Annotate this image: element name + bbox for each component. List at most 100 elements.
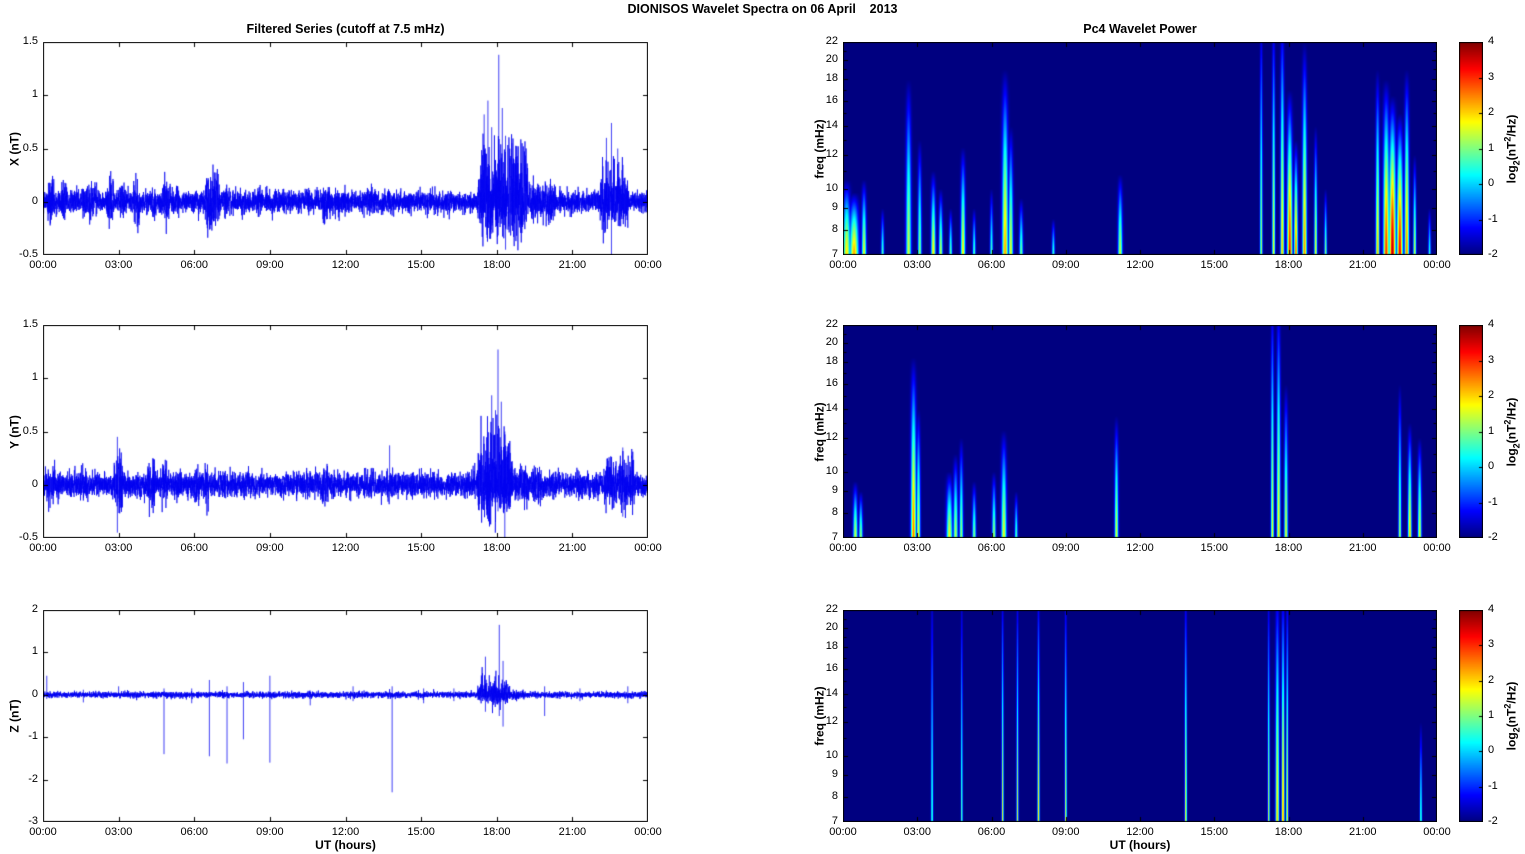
x-wavelet-power-colorbar-tick-label: 1 [1488, 141, 1495, 154]
x-filtered-series-xtick-label: 09:00 [256, 259, 284, 271]
z-wavelet-power-ytick-label: 18 [825, 640, 838, 653]
y-wavelet-power-ytick-label: 10 [825, 464, 838, 477]
x-wavelet-power-spectrogram-canvas [843, 42, 1437, 255]
y-wavelet-power-colorbar-tick-label: 3 [1488, 353, 1495, 366]
y-wavelet-power-ytick-label: 12 [825, 430, 838, 443]
y-wavelet-power-colorbar-tick-label: -1 [1488, 495, 1498, 508]
y-wavelet-power-xtick-label: 18:00 [1274, 542, 1303, 554]
x-wavelet-power-colorbar-tick-label: 2 [1488, 106, 1495, 118]
y-wavelet-power-spectrogram-canvas [843, 325, 1437, 538]
y-wavelet-power-xtick-label: 21:00 [1348, 542, 1377, 554]
x-filtered-series-ytick-label: -0.5 [19, 248, 38, 260]
x-wavelet-power-colorbar-tick-label: 4 [1488, 35, 1495, 47]
y-wavelet-power-xtick-label: 06:00 [977, 542, 1006, 554]
y-filtered-series-xtick-label: 09:00 [256, 542, 284, 554]
x-wavelet-power-ytick-label: 10 [825, 181, 838, 194]
x-filtered-series-xtick-label: 00:00 [634, 259, 662, 271]
z-wavelet-power-xtick-label: 06:00 [977, 826, 1006, 838]
x-wavelet-power-xtick-label: 12:00 [1126, 259, 1154, 271]
z-filtered-series-ytick-label: -2 [28, 772, 38, 785]
z-wavelet-power-spectrogram-canvas [843, 610, 1437, 822]
y-filtered-series-ytick-label: 0 [31, 477, 38, 490]
y-filtered-series-xtick-label: 03:00 [104, 542, 133, 554]
y-wavelet-power-ytick-label: 14 [825, 402, 838, 415]
x-filtered-series-xtick-label: 06:00 [180, 259, 209, 271]
z-wavelet-power-xtick-label: 03:00 [903, 826, 932, 838]
x-wavelet-power-xtick-label: 03:00 [903, 259, 932, 271]
y-filtered-series-xtick-label: 15:00 [407, 542, 435, 554]
x-wavelet-power-ytick-label: 8 [831, 223, 838, 236]
z-axis-ylabel: Z (nT) [7, 699, 21, 733]
y-filtered-series-ytick-label: 0.5 [22, 424, 38, 437]
x-wavelet-power-ytick-label: 22 [825, 35, 838, 47]
z-wavelet-power-xtick-label: 15:00 [1200, 826, 1229, 838]
x-wavelet-power-ytick-label: 9 [831, 201, 838, 214]
x-wavelet-power-ytick-label: 7 [831, 248, 838, 260]
x-wavelet-power-ytick-label: 16 [825, 94, 838, 107]
x-wavelet-power-xtick-label: 00:00 [829, 259, 857, 271]
y-filtered-series-plot-canvas [43, 325, 648, 538]
z-wavelet-power-xtick-label: 00:00 [1423, 826, 1451, 838]
z-wavelet-power-colorbar-tick-label: 2 [1488, 673, 1495, 686]
z-wavelet-power-colorbar-tick-label: -2 [1488, 815, 1498, 827]
z-filtered-series-xtick-label: 03:00 [104, 826, 133, 838]
z-filtered-series-ytick-label: 1 [31, 645, 38, 658]
wavelet-power-title: Pc4 Wavelet Power [1083, 22, 1197, 36]
x-wavelet-power-xtick-label: 00:00 [1423, 259, 1451, 271]
z-filtered-series-xtick-label: 18:00 [482, 826, 511, 838]
x-filtered-series-xtick-label: 03:00 [104, 259, 133, 271]
y-wavelet-power-xtick-label: 00:00 [1423, 542, 1451, 554]
x-filtered-series-ytick-label: 0 [31, 194, 38, 207]
y-filtered-series-ytick-label: -0.5 [19, 531, 38, 543]
z-wavelet-power-colorbar [1459, 610, 1483, 822]
y-filtered-series-xtick-label: 00:00 [634, 542, 662, 554]
y-filtered-series-xtick-label: 06:00 [180, 542, 209, 554]
z-filtered-series-ytick-label: -1 [28, 730, 38, 743]
z-wavelet-power-colorbar-tick-label: -1 [1488, 779, 1498, 792]
y-wavelet-power-colorbar-tick-label: 0 [1488, 460, 1495, 472]
z-filtered-series-xtick-label: 12:00 [331, 826, 360, 838]
x-filtered-series-ytick-label: 0.5 [22, 141, 38, 154]
x-filtered-series-xtick-label: 18:00 [482, 259, 511, 271]
y-filtered-series-xtick-label: 00:00 [29, 542, 57, 554]
z-wavelet-power-ytick-label: 22 [825, 603, 838, 615]
x-filtered-series-ytick-label: 1 [31, 88, 38, 101]
x-wavelet-power-colorbar-tick-label: 0 [1488, 177, 1495, 189]
y-wavelet-power-ytick-label: 7 [831, 531, 838, 543]
x-wavelet-power-xtick-label: 21:00 [1348, 259, 1377, 271]
x-filtered-series-xtick-label: 15:00 [407, 259, 435, 271]
y-wavelet-power-xtick-label: 03:00 [903, 542, 932, 554]
x-wavelet-power-xtick-label: 06:00 [977, 259, 1006, 271]
x-wavelet-power-ytick-label: 12 [825, 147, 838, 160]
ut-hours-label-right: UT (hours) [1109, 838, 1171, 852]
filtered-series-title: Filtered Series (cutoff at 7.5 mHz) [246, 22, 445, 36]
x-wavelet-power-ytick-label: 20 [825, 52, 838, 65]
y-wavelet-power-ytick-label: 22 [825, 318, 838, 330]
z-wavelet-power-xtick-label: 21:00 [1348, 826, 1377, 838]
y-wavelet-power-ytick-label: 18 [825, 355, 838, 368]
x-wavelet-power-colorbar-tick-label: 3 [1488, 70, 1495, 83]
z-wavelet-power-ytick-label: 8 [831, 790, 838, 803]
z-wavelet-power-colorbar-tick-label: 1 [1488, 709, 1495, 721]
z-wavelet-power-xtick-label: 18:00 [1274, 826, 1303, 838]
z-filtered-series-xtick-label: 00:00 [634, 826, 662, 838]
y-filtered-series-xtick-label: 18:00 [482, 542, 511, 554]
z-filtered-series-xtick-label: 09:00 [256, 826, 284, 838]
y-wavelet-power-xtick-label: 12:00 [1126, 542, 1154, 554]
z-wavelet-power-colorbar-tick-label: 4 [1488, 603, 1495, 615]
z-wavelet-power-xtick-label: 00:00 [829, 826, 857, 838]
y-filtered-series-xtick-label: 12:00 [331, 542, 360, 554]
x-wavelet-power-ytick-label: 14 [825, 119, 838, 132]
y-wavelet-power-colorbar-tick-label: -2 [1488, 531, 1498, 543]
z-wavelet-power-xtick-label: 09:00 [1051, 826, 1080, 838]
x-filtered-series-xtick-label: 12:00 [331, 259, 360, 271]
z-wavelet-power-ytick-label: 10 [825, 748, 838, 761]
x-filtered-series-xtick-label: 00:00 [29, 259, 57, 271]
y-wavelet-power-colorbar-tick-label: 2 [1488, 389, 1495, 401]
x-filtered-series-ytick-label: 1.5 [22, 35, 38, 47]
x-wavelet-power-xtick-label: 18:00 [1274, 259, 1303, 271]
x-filtered-series-plot-canvas [43, 42, 648, 255]
z-filtered-series-xtick-label: 21:00 [558, 826, 587, 838]
y-wavelet-power-ytick-label: 16 [825, 377, 838, 390]
